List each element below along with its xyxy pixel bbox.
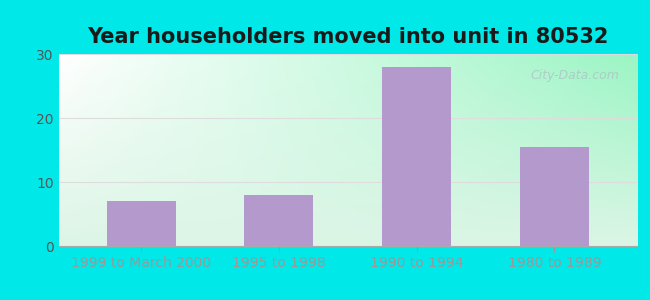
Bar [382, 67, 451, 246]
Bar [244, 195, 313, 246]
Text: City-Data.com: City-Data.com [531, 69, 619, 82]
Bar [107, 201, 176, 246]
Title: Year householders moved into unit in 80532: Year householders moved into unit in 805… [87, 27, 608, 47]
Bar [520, 147, 589, 246]
